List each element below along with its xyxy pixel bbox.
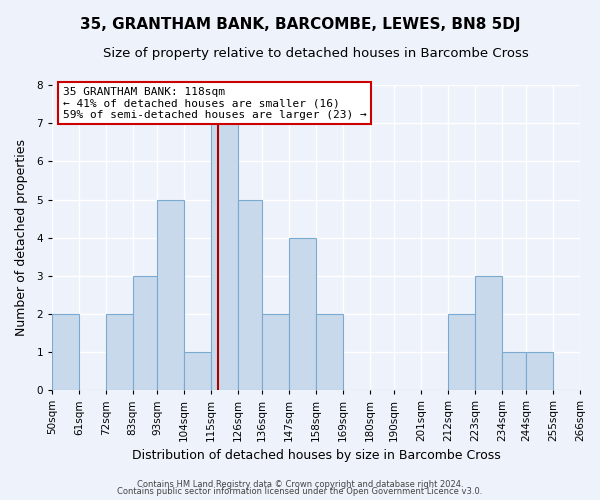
Y-axis label: Number of detached properties: Number of detached properties: [15, 139, 28, 336]
Text: Contains public sector information licensed under the Open Government Licence v3: Contains public sector information licen…: [118, 487, 482, 496]
X-axis label: Distribution of detached houses by size in Barcombe Cross: Distribution of detached houses by size …: [131, 450, 500, 462]
Bar: [526, 352, 553, 390]
Bar: [262, 314, 289, 390]
Text: 35 GRANTHAM BANK: 118sqm
← 41% of detached houses are smaller (16)
59% of semi-d: 35 GRANTHAM BANK: 118sqm ← 41% of detach…: [62, 87, 366, 120]
Bar: [106, 314, 133, 390]
Bar: [502, 352, 526, 390]
Bar: [316, 314, 343, 390]
Bar: [238, 200, 262, 390]
Bar: [184, 352, 211, 390]
Bar: [475, 276, 502, 390]
Bar: [133, 276, 157, 390]
Bar: [52, 314, 79, 390]
Bar: [157, 200, 184, 390]
Text: Contains HM Land Registry data © Crown copyright and database right 2024.: Contains HM Land Registry data © Crown c…: [137, 480, 463, 489]
Text: 35, GRANTHAM BANK, BARCOMBE, LEWES, BN8 5DJ: 35, GRANTHAM BANK, BARCOMBE, LEWES, BN8 …: [80, 18, 520, 32]
Bar: [211, 124, 238, 390]
Bar: [448, 314, 475, 390]
Title: Size of property relative to detached houses in Barcombe Cross: Size of property relative to detached ho…: [103, 48, 529, 60]
Bar: [289, 238, 316, 390]
